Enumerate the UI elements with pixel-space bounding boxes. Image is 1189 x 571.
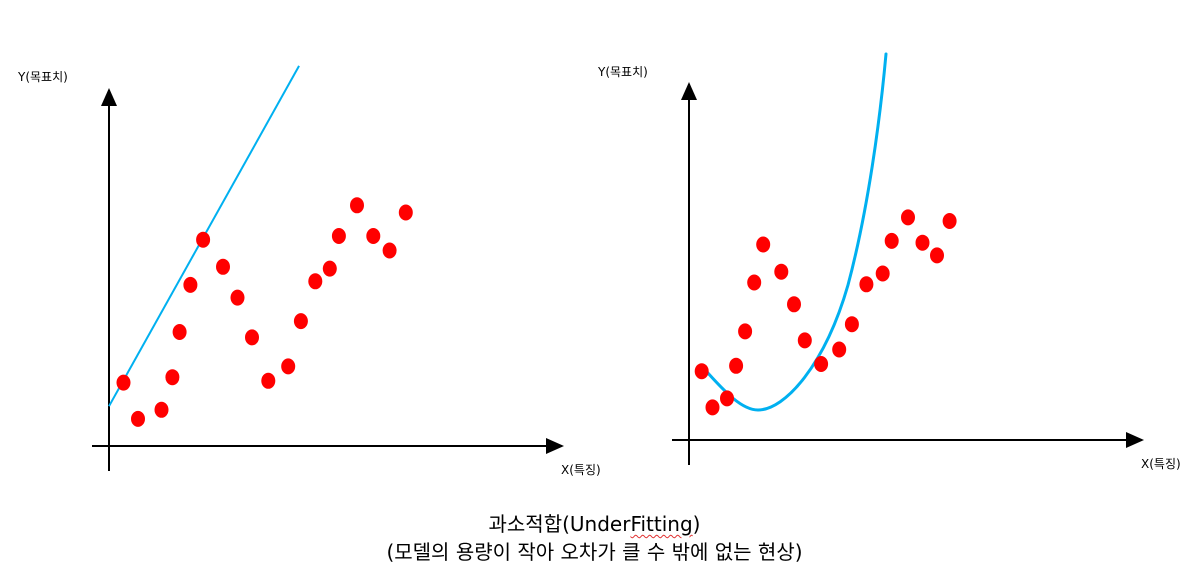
right-x-axis-label: X(특징) <box>1141 457 1181 471</box>
left-data-point-17 <box>350 197 364 214</box>
right-data-point-5 <box>738 323 753 340</box>
right-panel <box>672 52 1144 465</box>
right-data-point-20 <box>942 213 957 229</box>
right-data-points <box>694 209 957 416</box>
right-data-point-4 <box>729 357 744 374</box>
left-data-point-13 <box>293 313 308 330</box>
right-data-point-13 <box>844 316 859 333</box>
left-data-point-18 <box>366 228 381 244</box>
left-data-point-19 <box>382 242 397 259</box>
right-data-point-17 <box>901 209 915 226</box>
left-data-point-10 <box>245 329 259 346</box>
caption-title-prefix: 과소적합(Under <box>488 512 631 536</box>
left-panel <box>92 65 564 471</box>
right-data-point-10 <box>797 332 812 349</box>
left-data-point-12 <box>281 358 296 375</box>
right-data-point-11 <box>814 356 829 372</box>
right-y-axis-label: Y(목표치) <box>598 65 648 79</box>
left-data-point-11 <box>261 372 276 389</box>
left-data-point-7 <box>196 231 211 248</box>
left-data-point-1 <box>116 374 131 391</box>
right-data-point-8 <box>774 263 789 280</box>
right-data-point-3 <box>720 390 734 407</box>
right-data-point-14 <box>859 276 874 293</box>
right-fit-curve-path <box>705 52 888 412</box>
right-data-point-1 <box>694 363 709 380</box>
right-data-point-6 <box>747 274 762 291</box>
caption-title-suffix: ) <box>692 512 701 536</box>
left-data-point-2 <box>131 410 145 427</box>
left-data-point-14 <box>308 273 323 290</box>
left-data-point-15 <box>322 260 337 277</box>
left-data-point-20 <box>398 204 413 221</box>
right-data-point-15 <box>875 265 890 282</box>
right-data-point-9 <box>787 296 801 313</box>
left-data-point-5 <box>172 324 187 340</box>
right-data-point-16 <box>884 232 899 249</box>
left-data-point-6 <box>183 276 198 293</box>
left-data-point-16 <box>331 228 346 244</box>
right-data-point-2 <box>705 399 720 416</box>
right-data-point-19 <box>930 247 944 264</box>
caption-title-fitting: Fitting <box>630 512 693 536</box>
left-x-axis-label: X(특징) <box>561 463 601 477</box>
caption-subtitle: (모델의 용량이 작아 오차가 클 수 밖에 없는 현상) <box>386 540 803 564</box>
right-data-point-12 <box>832 341 847 358</box>
left-data-point-4 <box>165 369 180 386</box>
left-data-point-3 <box>154 401 169 418</box>
right-data-point-7 <box>756 236 771 253</box>
left-data-point-9 <box>230 289 245 306</box>
left-data-points <box>116 197 413 427</box>
right-curve-fit-line <box>705 52 888 412</box>
caption-title: 과소적합(UnderFitting) <box>0 508 1189 537</box>
left-data-point-8 <box>216 258 230 275</box>
left-y-axis-label: Y(목표치) <box>18 70 68 84</box>
right-data-point-18 <box>915 234 930 251</box>
